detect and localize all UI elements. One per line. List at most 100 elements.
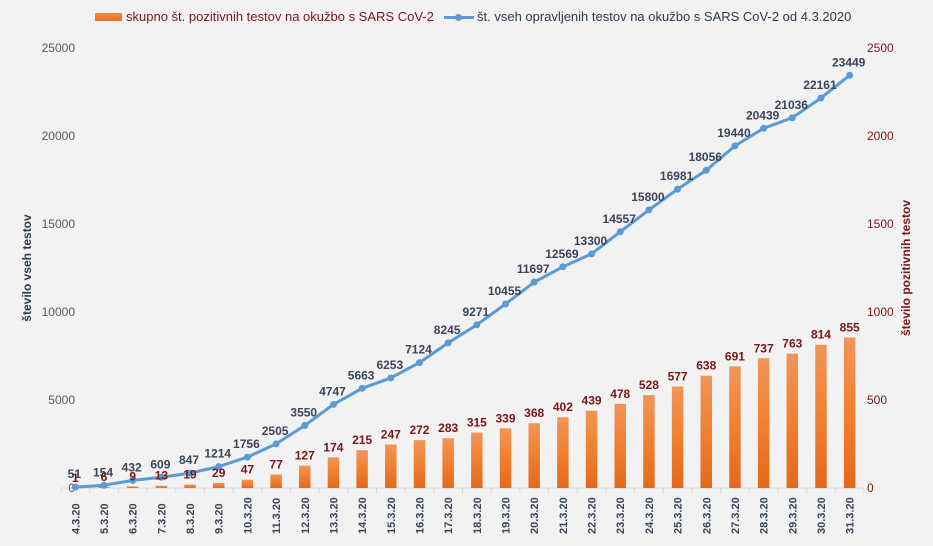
line-series-total bbox=[75, 74, 851, 489]
line-point bbox=[415, 359, 423, 367]
legend-line-swatch bbox=[444, 12, 474, 22]
x-tick-label: 11.3.20 bbox=[271, 498, 283, 534]
line-point bbox=[616, 228, 624, 236]
x-tick-label: 8.3.20 bbox=[185, 503, 197, 534]
x-tick-label: 29.3.20 bbox=[787, 497, 799, 534]
bar-data-label: 247 bbox=[381, 428, 401, 442]
line-data-label: 1756 bbox=[233, 437, 260, 451]
line-point bbox=[760, 124, 768, 132]
y-right-tick-label: 2500 bbox=[867, 41, 894, 55]
y-right-axis-title: število pozitivnih testov bbox=[899, 200, 913, 336]
x-tick-label: 7.3.20 bbox=[156, 503, 168, 534]
x-tick-label: 26.3.20 bbox=[701, 497, 713, 534]
line-point bbox=[358, 384, 366, 392]
bar bbox=[126, 486, 139, 488]
y-right-tick-label: 500 bbox=[867, 393, 887, 407]
bar bbox=[299, 465, 311, 488]
bar-data-label: 439 bbox=[582, 394, 602, 408]
bar bbox=[385, 444, 397, 488]
line-data-label: 4747 bbox=[319, 384, 346, 398]
bar bbox=[815, 344, 827, 488]
line-point bbox=[530, 278, 538, 286]
legend-label-total: št. vseh opravljenih testov na okužbo s … bbox=[477, 9, 852, 24]
legend-item-positive[interactable]: skupno št. pozitivnih testov na okužbo s… bbox=[95, 9, 434, 24]
line-point bbox=[846, 71, 854, 79]
line-data-label: 9271 bbox=[462, 305, 489, 319]
line-point bbox=[272, 440, 280, 448]
bar-data-label: 272 bbox=[409, 423, 429, 437]
x-tick-label: 13.3.20 bbox=[328, 497, 340, 534]
y-left-tick-label: 10000 bbox=[42, 305, 76, 319]
bar bbox=[528, 423, 540, 488]
bar bbox=[843, 337, 856, 488]
line-point bbox=[473, 321, 481, 329]
legend: skupno št. pozitivnih testov na okužbo s… bbox=[0, 9, 933, 29]
line-data-label: 609 bbox=[150, 457, 170, 471]
bar-data-label: 855 bbox=[840, 321, 860, 335]
bar bbox=[212, 482, 225, 488]
bar bbox=[155, 485, 168, 488]
bar-data-label: 215 bbox=[352, 433, 372, 447]
bar bbox=[700, 375, 713, 488]
bar bbox=[413, 440, 426, 488]
bar bbox=[757, 358, 770, 488]
bar-data-label: 737 bbox=[754, 341, 774, 355]
bar-data-label: 528 bbox=[639, 378, 659, 392]
bar bbox=[184, 484, 196, 488]
line-data-label: 1214 bbox=[204, 447, 231, 461]
bar bbox=[614, 403, 626, 488]
x-tick-label: 9.3.20 bbox=[214, 503, 226, 534]
bar-data-label: 29 bbox=[212, 466, 226, 480]
bar-data-label: 1 bbox=[72, 471, 79, 485]
bar-data-label: 127 bbox=[295, 449, 315, 463]
x-tick-label: 4.3.20 bbox=[70, 503, 82, 534]
bar-data-label: 283 bbox=[438, 421, 458, 435]
y-right-tick-label: 2000 bbox=[867, 129, 894, 143]
line-data-label: 22161 bbox=[803, 78, 837, 92]
line-data-label: 2505 bbox=[262, 424, 289, 438]
bar bbox=[499, 428, 512, 488]
line-data-label: 8245 bbox=[434, 323, 461, 337]
line-data-label: 11697 bbox=[517, 262, 550, 276]
line-data-label: 16981 bbox=[660, 169, 694, 183]
legend-item-total[interactable]: št. vseh opravljenih testov na okužbo s … bbox=[444, 9, 851, 24]
y-right-tick-label: 1500 bbox=[867, 217, 894, 231]
bar bbox=[241, 479, 254, 488]
x-tick-label: 22.3.20 bbox=[587, 497, 599, 534]
line-data-label: 432 bbox=[122, 460, 142, 474]
x-tick-label: 30.3.20 bbox=[816, 497, 828, 534]
line-point bbox=[215, 463, 223, 471]
x-tick-label: 27.3.20 bbox=[730, 497, 742, 534]
y-right-tick-label: 0 bbox=[867, 481, 874, 495]
line-point bbox=[100, 481, 108, 489]
bar-data-label: 6 bbox=[101, 470, 108, 484]
line-data-label: 3550 bbox=[290, 406, 317, 420]
bar-data-label: 763 bbox=[782, 337, 802, 351]
line-data-label: 847 bbox=[179, 453, 199, 467]
y-left-tick-label: 25000 bbox=[42, 41, 76, 55]
line-data-label: 18056 bbox=[689, 150, 723, 164]
x-tick-label: 28.3.20 bbox=[759, 497, 771, 534]
x-tick-label: 15.3.20 bbox=[386, 497, 398, 534]
bar-data-label: 19 bbox=[183, 468, 197, 482]
bar bbox=[270, 474, 282, 488]
bar-data-label: 77 bbox=[269, 457, 283, 471]
x-tick-label: 12.3.20 bbox=[300, 497, 312, 534]
x-tick-label: 6.3.20 bbox=[128, 503, 140, 534]
bar bbox=[327, 457, 340, 488]
bar-data-label: 13 bbox=[155, 469, 169, 483]
line-data-label: 21036 bbox=[775, 98, 809, 112]
line-data-label: 23449 bbox=[832, 55, 866, 69]
line-data-label: 5663 bbox=[348, 368, 375, 382]
line-data-label: 51 bbox=[68, 467, 82, 481]
bar-data-label: 814 bbox=[811, 328, 831, 342]
x-tick-label: 21.3.20 bbox=[558, 497, 570, 534]
x-tick-label: 10.3.20 bbox=[242, 497, 254, 534]
line-data-label: 14557 bbox=[603, 212, 637, 226]
line-data-label: 15800 bbox=[631, 190, 665, 204]
bar-data-label: 339 bbox=[496, 411, 516, 425]
bar-data-label: 47 bbox=[241, 463, 255, 477]
bar bbox=[786, 353, 799, 488]
x-tick-label: 23.3.20 bbox=[615, 497, 627, 534]
